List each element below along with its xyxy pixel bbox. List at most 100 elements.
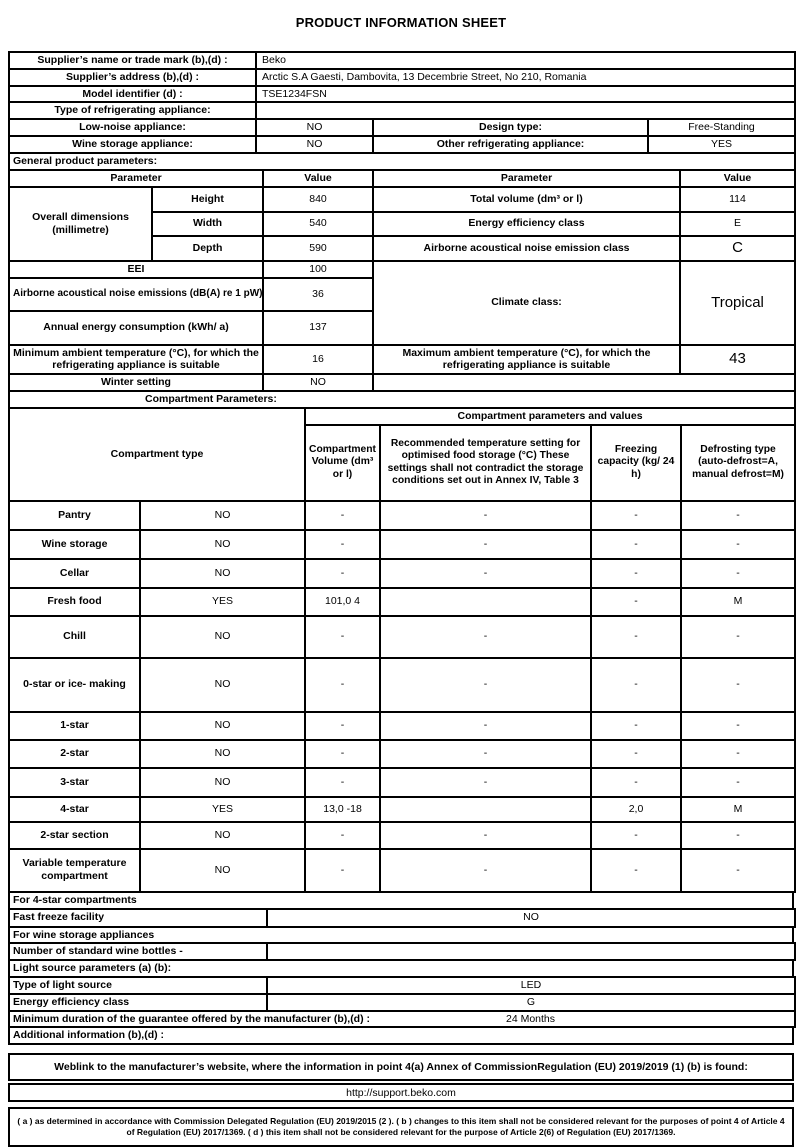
compartment-type: Fresh food bbox=[8, 586, 141, 617]
fast-freeze-table: Fast freeze facility NO bbox=[8, 907, 796, 928]
compartment-values-header: Compartment parameters and values bbox=[304, 406, 797, 426]
width-value: 540 bbox=[262, 210, 374, 237]
guarantee-table: Minimum duration of the guarantee offere… bbox=[8, 1009, 796, 1029]
general-parameters-table: Parameter Value Parameter Value Overall … bbox=[8, 168, 796, 409]
recommended-temperature-header: Recommended temperature setting for opti… bbox=[379, 423, 593, 502]
weblink-url-box: http://support.beko.com bbox=[8, 1083, 794, 1103]
compartment-row-1-star: 1-star NO - - - - bbox=[8, 710, 797, 741]
compartment-volume: - bbox=[304, 766, 382, 798]
compartment-temp: - bbox=[379, 766, 593, 798]
compartment-row-4-star: 4-star YES 13,0 -18 2,0 M bbox=[8, 795, 797, 823]
compartment-freeze: 2,0 bbox=[590, 795, 683, 823]
compartment-present: NO bbox=[138, 528, 307, 560]
compartment-defrost: - bbox=[680, 499, 797, 531]
compartment-volume: - bbox=[304, 738, 382, 769]
compartment-row-fresh-food: Fresh food YES 101,0 4 - M bbox=[8, 586, 797, 617]
compartment-temp: - bbox=[379, 656, 593, 713]
compartment-type: 2-star section bbox=[8, 820, 141, 850]
model-identifier-value: TSE1234FSN bbox=[255, 84, 796, 104]
compartment-defrost: - bbox=[680, 656, 797, 713]
min-ambient-label: Minimum ambient temperature (°C), for wh… bbox=[8, 343, 264, 376]
compartment-defrost: - bbox=[680, 766, 797, 798]
light-source-table: Type of light source LED Energy efficien… bbox=[8, 975, 796, 1012]
value-left-header: Value bbox=[262, 168, 374, 188]
compartment-freeze: - bbox=[590, 766, 683, 798]
guarantee-label: Minimum duration of the guarantee offere… bbox=[8, 1009, 370, 1029]
compartment-volume: - bbox=[304, 614, 382, 659]
supplier-name-label: Supplier’s name or trade mark (b),(d) : bbox=[8, 51, 257, 70]
four-star-header-table: For 4-star compartments bbox=[8, 890, 794, 910]
winter-setting-value: NO bbox=[262, 373, 374, 392]
compartment-parameters-header: Compartment Parameters: bbox=[8, 389, 796, 409]
height-value: 840 bbox=[262, 185, 374, 213]
light-source-parameters-header: Light source parameters (a) (b): bbox=[8, 959, 794, 978]
page-title: PRODUCT INFORMATION SHEET bbox=[295, 15, 507, 30]
compartment-type: Chill bbox=[8, 614, 141, 659]
low-noise-label: Low-noise appliance: bbox=[8, 118, 257, 138]
compartment-defrost: - bbox=[680, 710, 797, 741]
depth-row: Depth 590 Airborne acoustical noise emis… bbox=[9, 234, 796, 262]
wine-bottles-table: Number of standard wine bottles - bbox=[8, 942, 796, 962]
compartment-defrost: - bbox=[680, 820, 797, 850]
model-identifier-row: Model identifier (d) : TSE1234FSN bbox=[8, 84, 796, 104]
eei-value: 100 bbox=[262, 259, 374, 279]
parameters-header-row: Parameter Value Parameter Value bbox=[8, 168, 796, 188]
light-energy-class-label: Energy efficiency class bbox=[8, 992, 268, 1012]
compartment-volume: - bbox=[304, 656, 382, 713]
param-left-header: Parameter bbox=[8, 168, 264, 188]
freezing-capacity-header: Freezing capacity (kg/ 24 h) bbox=[590, 423, 683, 502]
compartment-volume: - bbox=[304, 557, 382, 589]
compartment-defrost: - bbox=[680, 557, 797, 589]
appliance-type-row: Type of refrigerating appliance: bbox=[8, 101, 796, 121]
fast-freeze-label: Fast freeze facility bbox=[8, 907, 268, 928]
compartment-present: NO bbox=[138, 820, 307, 850]
winter-setting-empty-cell bbox=[372, 373, 796, 392]
compartment-type: 2-star bbox=[8, 738, 141, 769]
appliance-type-label: Type of refrigerating appliance: bbox=[8, 101, 257, 121]
light-energy-class-value: G bbox=[266, 992, 796, 1012]
compartment-present: NO bbox=[138, 557, 307, 589]
supplier-address-label: Supplier’s address (b),(d) : bbox=[8, 67, 257, 87]
weblink-statement: Weblink to the manufacturer’s website, w… bbox=[8, 1053, 794, 1082]
winter-setting-row: Winter setting NO bbox=[8, 373, 796, 392]
compartment-freeze: - bbox=[590, 586, 683, 617]
compartment-row-chill: Chill NO - - - - bbox=[8, 614, 797, 659]
wine-storage-label: Wine storage appliance: bbox=[8, 135, 257, 154]
total-volume-label: Total volume (dm³ or l) bbox=[372, 185, 681, 213]
other-appliance-label: Other refrigerating appliance: bbox=[372, 135, 649, 154]
compartment-freeze: - bbox=[590, 499, 683, 531]
compartment-present: NO bbox=[138, 847, 307, 893]
compartment-row-variable-temperature: Variable temperature compartment NO - - … bbox=[8, 847, 797, 893]
compartment-defrost: - bbox=[680, 738, 797, 769]
noise-class-value: C bbox=[679, 234, 796, 262]
min-ambient-value: 16 bbox=[262, 343, 374, 376]
climate-class-label: Climate class: bbox=[372, 259, 681, 346]
compartment-type: 4-star bbox=[8, 795, 141, 823]
supplier-address-row: Supplier’s address (b),(d) : Arctic S.A … bbox=[8, 67, 796, 87]
width-row: Width 540 Energy efficiency class E bbox=[9, 210, 796, 237]
compartment-present: YES bbox=[138, 586, 307, 617]
compartment-present: NO bbox=[138, 656, 307, 713]
general-parameters-header: General product parameters: bbox=[8, 151, 796, 171]
compartment-parameters-header-row: Compartment Parameters: bbox=[8, 389, 796, 409]
compartment-present: NO bbox=[138, 766, 307, 798]
annual-energy-value: 137 bbox=[262, 309, 374, 346]
supplier-address-value: Arctic S.A Gaesti, Dambovita, 13 Decembr… bbox=[255, 67, 796, 87]
compartment-type: Wine storage bbox=[8, 528, 141, 560]
compartment-type: 1-star bbox=[8, 710, 141, 741]
weblink-url[interactable]: http://support.beko.com bbox=[346, 1086, 456, 1099]
compartment-row-2-star: 2-star NO - - - - bbox=[8, 738, 797, 769]
supplier-name-value: Beko bbox=[255, 51, 796, 70]
compartment-temp bbox=[379, 586, 593, 617]
climate-class-value: Tropical bbox=[679, 259, 796, 346]
width-label: Width bbox=[151, 210, 264, 237]
compartment-temp: - bbox=[379, 499, 593, 531]
compartment-freeze: - bbox=[590, 656, 683, 713]
wine-storage-row: Wine storage appliance: NO Other refrige… bbox=[8, 135, 796, 154]
compartment-volume-header: Compartment Volume (dm³ or l) bbox=[304, 423, 382, 502]
compartment-temp bbox=[379, 795, 593, 823]
product-information-sheet: PRODUCT INFORMATION SHEET Supplier’s nam… bbox=[7, 0, 797, 1147]
compartment-columns-header-row: Compartment Volume (dm³ or l) Recommende… bbox=[9, 423, 797, 502]
compartment-freeze: - bbox=[590, 738, 683, 769]
max-ambient-value: 43 bbox=[679, 343, 796, 376]
